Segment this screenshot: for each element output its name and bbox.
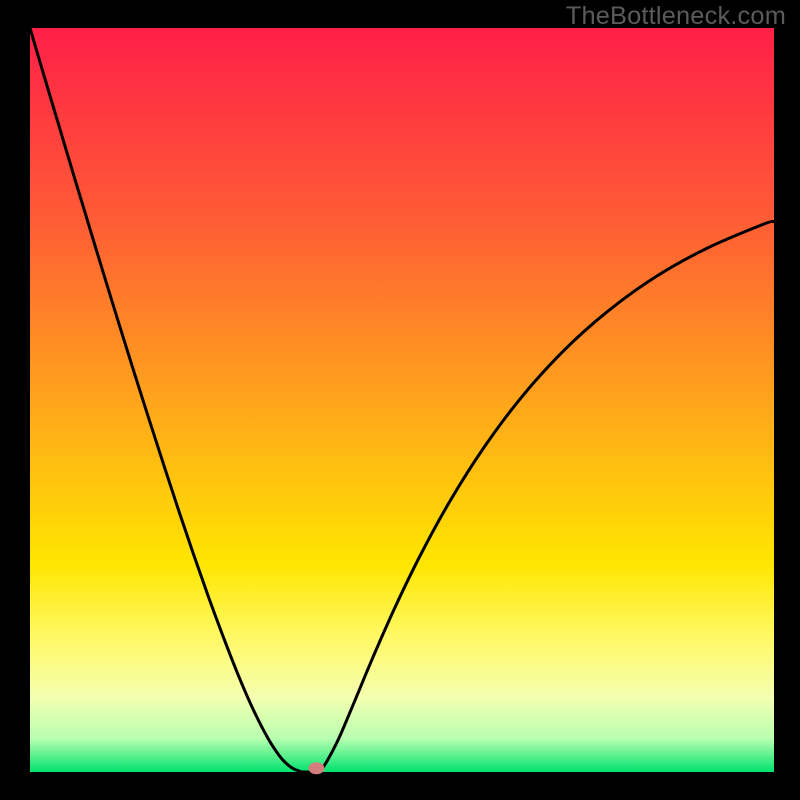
bottleneck-curve: [30, 28, 774, 773]
plot-area: [30, 28, 774, 772]
optimum-marker: [308, 762, 324, 774]
watermark-text: TheBottleneck.com: [566, 2, 786, 31]
bottleneck-curve-svg: [30, 28, 774, 772]
chart-frame: TheBottleneck.com: [0, 0, 800, 800]
